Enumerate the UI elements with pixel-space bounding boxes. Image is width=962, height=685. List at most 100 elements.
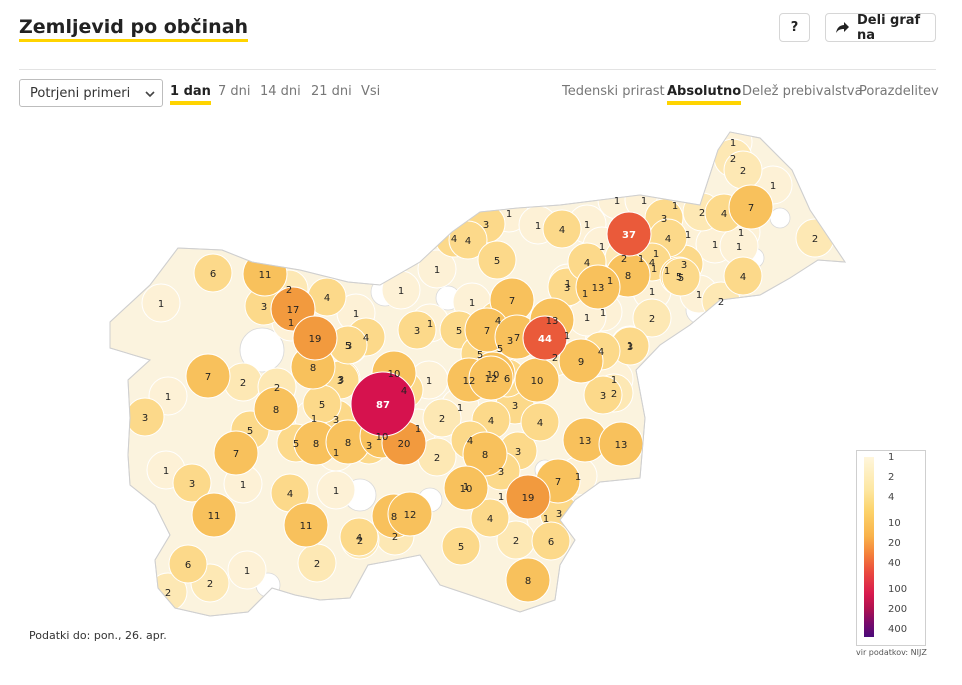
- share-button[interactable]: Deli graf na: [825, 12, 936, 43]
- municipality-area[interactable]: [505, 557, 551, 603]
- municipality-count-label: 2: [207, 579, 213, 590]
- municipality-area[interactable]: [477, 240, 517, 280]
- municipality-count-label: 3: [483, 220, 489, 231]
- municipality-area[interactable]: [172, 463, 212, 503]
- municipality-count-label: 7: [748, 203, 754, 214]
- municipality-area-empty[interactable]: [239, 327, 285, 373]
- municipality-area[interactable]: [185, 353, 231, 399]
- municipality-area[interactable]: [193, 253, 233, 293]
- tab-1-dan[interactable]: 1 dan: [170, 84, 211, 105]
- municipality-area[interactable]: [422, 398, 462, 438]
- tab-absolutno[interactable]: Absolutno: [667, 84, 742, 105]
- municipality-area[interactable]: [443, 465, 489, 511]
- municipality-count-label: 2: [513, 536, 519, 547]
- municipality-count-label: 8: [310, 363, 316, 374]
- municipality-area[interactable]: [387, 491, 433, 537]
- municipality-area[interactable]: [542, 209, 582, 249]
- share-button-label: Deli graf na: [857, 12, 921, 43]
- municipality-count-label: 1: [696, 290, 702, 301]
- tab-delez-prebivalstva[interactable]: Delež prebivalstva: [742, 84, 863, 99]
- municipality-area[interactable]: [417, 249, 457, 289]
- municipality-count-label: 2: [314, 559, 320, 570]
- municipality-area[interactable]: [227, 550, 267, 590]
- municipality-area[interactable]: [606, 211, 652, 257]
- municipality-area[interactable]: [213, 430, 259, 476]
- municipality-count-label: 5: [319, 400, 325, 411]
- municipality-area[interactable]: [583, 375, 623, 415]
- municipality-area[interactable]: [141, 283, 181, 323]
- tab-tedenski-prirast[interactable]: Tedenski prirast: [562, 84, 665, 99]
- municipality-count-label: 1: [427, 319, 433, 330]
- municipality-count-label: 2: [274, 383, 280, 394]
- municipality-count-label: 2: [439, 414, 445, 425]
- municipality-count-label: 3: [627, 342, 633, 353]
- municipality-area[interactable]: [350, 371, 416, 437]
- municipality-area[interactable]: [575, 264, 621, 310]
- municipality-count-label: 13: [546, 316, 559, 327]
- municipality-area[interactable]: [468, 355, 514, 401]
- share-arrow-icon: [836, 22, 849, 33]
- municipality-count-label: 8: [525, 576, 531, 587]
- municipality-area[interactable]: [505, 474, 551, 520]
- municipality-count-label: 5: [497, 344, 503, 355]
- help-button[interactable]: ?: [779, 13, 810, 42]
- municipality-area[interactable]: [728, 184, 774, 230]
- municipality-area[interactable]: [191, 492, 237, 538]
- municipality-area[interactable]: [558, 338, 604, 384]
- municipality-count-label: 44: [538, 334, 552, 345]
- municipality-area[interactable]: [441, 526, 481, 566]
- municipality-count-label: 4: [401, 386, 407, 397]
- municipality-count-label: 3: [261, 302, 267, 313]
- municipality-area[interactable]: [661, 257, 701, 297]
- municipality-count-label: 3: [333, 415, 339, 426]
- municipality-area[interactable]: [520, 402, 560, 442]
- municipality-count-label: 2: [165, 588, 171, 599]
- municipality-count-label: 1: [600, 308, 606, 319]
- municipality-area[interactable]: [723, 256, 763, 296]
- municipality-count-label: 5: [345, 341, 351, 352]
- municipality-area[interactable]: [522, 315, 568, 361]
- municipality-count-label: 3: [512, 401, 518, 412]
- municipality-count-label: 1: [333, 448, 339, 459]
- tab-porazdelitev[interactable]: Porazdelitev: [859, 84, 939, 99]
- municipality-count-label: 13: [592, 283, 605, 294]
- municipality-area[interactable]: [632, 298, 672, 338]
- metric-select[interactable]: Potrjeni primeri: [19, 79, 163, 107]
- tab-21-dni[interactable]: 21 dni: [311, 84, 352, 99]
- municipality-count-label: 4: [451, 234, 457, 245]
- municipality-area[interactable]: [168, 544, 208, 584]
- municipality-count-label: 11: [208, 511, 221, 522]
- municipality-count-label: 1: [415, 424, 421, 435]
- municipality-count-label: 8: [625, 271, 631, 282]
- municipality-count-label: 4: [356, 533, 362, 544]
- municipality-area[interactable]: [339, 517, 379, 557]
- municipality-count-label: 1: [641, 196, 647, 207]
- municipality-count-label: 1: [614, 196, 620, 207]
- municipality-count-label: 1: [712, 240, 718, 251]
- municipality-area[interactable]: [316, 470, 356, 510]
- municipality-count-label: 4: [537, 418, 543, 429]
- municipality-count-label: 1: [649, 287, 655, 298]
- municipality-area[interactable]: [283, 502, 329, 548]
- municipality-count-label: 4: [649, 258, 655, 269]
- municipality-area[interactable]: [531, 521, 571, 561]
- municipality-count-label: 19: [309, 334, 322, 345]
- municipality-area[interactable]: [397, 310, 437, 350]
- municipality-count-label: 2: [699, 208, 705, 219]
- metric-select-value: Potrjeni primeri: [30, 85, 131, 101]
- municipality-area[interactable]: [253, 386, 299, 432]
- municipality-count-label: 2: [718, 297, 724, 308]
- municipality-count-label: 1: [736, 242, 742, 253]
- municipality-area[interactable]: [292, 315, 338, 361]
- municipality-count-label: 4: [665, 234, 671, 245]
- tab-vsi[interactable]: Vsi: [361, 84, 381, 99]
- legend-label: 4: [888, 492, 895, 503]
- tab-7-dni[interactable]: 7 dni: [218, 84, 251, 99]
- municipality-count-label: 4: [598, 347, 604, 358]
- municipality-area[interactable]: [470, 498, 510, 538]
- municipality-count-label: 1: [651, 264, 657, 275]
- municipality-count-label: 1: [240, 480, 246, 491]
- municipality-count-label: 4: [324, 293, 330, 304]
- tab-14-dni[interactable]: 14 dni: [260, 84, 301, 99]
